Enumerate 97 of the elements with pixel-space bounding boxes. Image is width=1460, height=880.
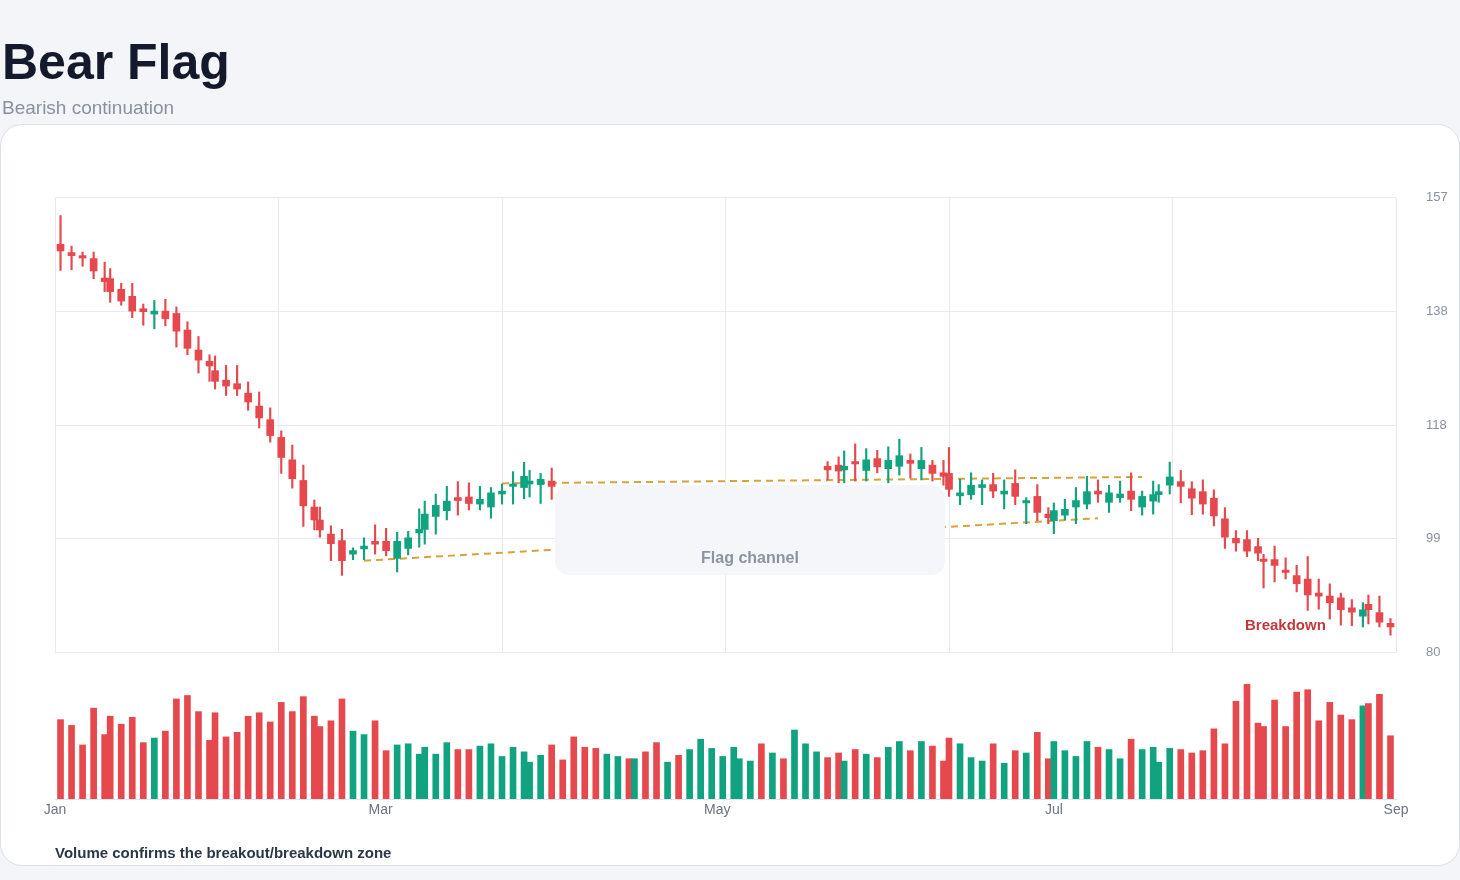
bar: [929, 745, 936, 799]
bar: [813, 751, 820, 799]
y-tick-label: 80: [1426, 643, 1441, 659]
bar: [1116, 758, 1124, 799]
x-tick-label: Mar: [368, 801, 393, 818]
bar: [780, 758, 787, 799]
bar: [614, 756, 622, 799]
bar: [487, 743, 495, 799]
bar: [1083, 741, 1091, 799]
bar: [862, 753, 870, 799]
x-tick-label: May: [704, 801, 731, 818]
chart-title: Bear Flag: [2, 34, 230, 90]
bar: [884, 746, 892, 799]
bar: [537, 754, 544, 799]
bar: [653, 742, 660, 799]
bar: [918, 741, 925, 799]
bar: [1127, 738, 1135, 799]
bar: [509, 746, 517, 799]
bar: [631, 758, 638, 799]
bar: [642, 751, 649, 799]
bar: [498, 756, 506, 799]
bar: [1221, 743, 1229, 799]
bar: [989, 743, 997, 799]
bar: [603, 753, 611, 799]
bar: [1094, 746, 1102, 799]
bar: [708, 748, 716, 799]
candlestick: [1375, 595, 1384, 628]
bar: [851, 749, 859, 799]
bar: [1138, 749, 1146, 799]
bar: [465, 749, 473, 799]
bar: [1105, 749, 1113, 799]
bar: [1348, 719, 1356, 799]
bar: [675, 754, 682, 799]
bar: [570, 736, 578, 799]
x-tick-label: Jan: [43, 801, 67, 818]
bar: [404, 743, 412, 799]
bar: [1271, 699, 1278, 799]
bar: [581, 746, 589, 799]
bar: [697, 738, 704, 799]
bar: [956, 743, 964, 799]
bar: [1188, 752, 1196, 799]
bar: [1166, 748, 1174, 799]
bar: [1022, 752, 1030, 799]
bar: [664, 761, 671, 799]
bar: [1337, 714, 1345, 799]
bar: [873, 757, 881, 799]
bar: [1011, 750, 1019, 799]
text: Volume confirms the breakout/breakdown zone: [55, 844, 392, 861]
bar: [1061, 750, 1069, 799]
bar: [393, 744, 401, 799]
bar: [1376, 694, 1383, 799]
bar: [1326, 702, 1334, 799]
x-tick-label: Jul: [1044, 801, 1063, 818]
y-tick-label: 157: [1426, 189, 1448, 205]
bar: [802, 743, 809, 799]
frosted-card: Flag channel: [555, 485, 945, 575]
bar: [476, 745, 484, 799]
annotation: Breakdown: [1245, 616, 1326, 633]
bar: [1365, 703, 1372, 799]
bar: [443, 742, 451, 799]
bar: [432, 753, 440, 799]
bar: [1293, 691, 1300, 799]
y-tick-label: 99: [1426, 530, 1441, 546]
bar: [824, 757, 831, 799]
bar: [548, 744, 555, 799]
bar: [719, 756, 727, 799]
bar: [1282, 726, 1289, 799]
bar: [1315, 720, 1323, 799]
bar: [1050, 741, 1058, 799]
bar: [896, 741, 903, 799]
bar: [1210, 728, 1218, 799]
bar: [1072, 756, 1080, 799]
bar: [382, 750, 390, 799]
bar: [454, 749, 462, 799]
bar: [967, 757, 975, 799]
chart-subtitle: Bearish continuation: [2, 97, 175, 119]
annotation: Flag channel: [701, 549, 799, 567]
y-tick-label: 118: [1426, 416, 1447, 432]
y-tick-label: 138: [1426, 302, 1448, 318]
bar: [1199, 750, 1207, 799]
bar: [592, 748, 600, 799]
candlestick: [67, 245, 76, 271]
bar: [1304, 689, 1312, 799]
x-tick-label: Sep: [1383, 801, 1409, 818]
bar: [1243, 684, 1251, 799]
bar: [747, 760, 754, 799]
bar: [791, 729, 798, 799]
bar: [686, 749, 693, 799]
bar: [1033, 731, 1041, 799]
bar: [1232, 700, 1240, 799]
bar: [1387, 735, 1394, 799]
bar: [1000, 763, 1008, 799]
bar: [1177, 749, 1185, 799]
bar: [907, 750, 914, 799]
bar: [758, 743, 765, 799]
bar: [559, 759, 567, 799]
bar: [769, 752, 776, 799]
